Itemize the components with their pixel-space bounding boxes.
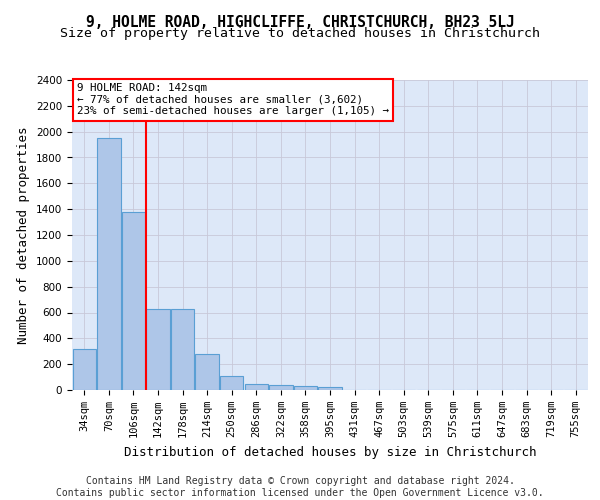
Bar xyxy=(171,308,194,390)
Bar xyxy=(245,384,268,390)
Bar xyxy=(269,386,293,390)
Bar xyxy=(196,354,219,390)
Bar xyxy=(319,388,341,390)
Text: Size of property relative to detached houses in Christchurch: Size of property relative to detached ho… xyxy=(60,28,540,40)
Bar xyxy=(122,212,145,390)
Text: Contains HM Land Registry data © Crown copyright and database right 2024.
Contai: Contains HM Land Registry data © Crown c… xyxy=(56,476,544,498)
Bar xyxy=(97,138,121,390)
Bar xyxy=(220,376,244,390)
Text: 9, HOLME ROAD, HIGHCLIFFE, CHRISTCHURCH, BH23 5LJ: 9, HOLME ROAD, HIGHCLIFFE, CHRISTCHURCH,… xyxy=(86,15,514,30)
Y-axis label: Number of detached properties: Number of detached properties xyxy=(17,126,31,344)
Bar xyxy=(73,348,96,390)
Bar xyxy=(146,308,170,390)
X-axis label: Distribution of detached houses by size in Christchurch: Distribution of detached houses by size … xyxy=(124,446,536,458)
Bar xyxy=(294,386,317,390)
Text: 9 HOLME ROAD: 142sqm
← 77% of detached houses are smaller (3,602)
23% of semi-de: 9 HOLME ROAD: 142sqm ← 77% of detached h… xyxy=(77,83,389,116)
